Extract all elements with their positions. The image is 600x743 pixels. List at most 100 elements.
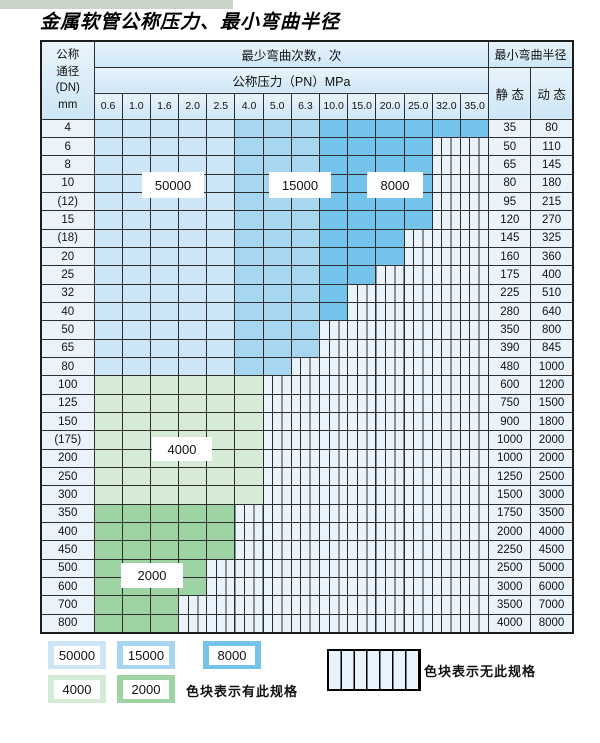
no-spec-cell [459, 356, 490, 377]
scan-edge-strip [0, 0, 233, 9]
spec-cell [318, 301, 349, 322]
spec-cell [262, 283, 292, 303]
spec-cell [290, 301, 321, 322]
dn-label: 25 [40, 265, 95, 285]
spec-cell [93, 246, 123, 267]
no-spec-cell [318, 320, 349, 340]
no-spec-cell [318, 356, 349, 377]
no-spec-cell [431, 136, 461, 157]
no-spec-cell [459, 155, 490, 175]
dn-label: 600 [40, 577, 95, 597]
no-spec-cell [459, 595, 490, 615]
no-spec-cell [262, 540, 292, 560]
no-spec-cell [347, 558, 377, 579]
spec-cell [149, 613, 180, 634]
spec-cell [121, 595, 151, 615]
table-row: 32 225 510 [40, 283, 574, 303]
pressure-col-header: 2.5 [206, 92, 236, 120]
pressure-col-header: 25.0 [403, 92, 433, 120]
no-spec-cell [318, 375, 349, 395]
spec-cell [149, 393, 180, 414]
no-spec-cell [431, 246, 461, 267]
spec-cell [149, 467, 180, 487]
dn-label: 32 [40, 283, 95, 303]
spec-cell [149, 118, 180, 138]
no-spec-cell [318, 613, 349, 634]
spec-cell [234, 191, 264, 212]
no-spec-cell [459, 540, 490, 560]
no-spec-cell [318, 503, 349, 524]
dn-column-header: 公称 通径 (DN) mm [40, 40, 95, 120]
spec-cell [290, 228, 321, 248]
spec-cell [206, 191, 236, 212]
no-spec-cell [403, 283, 433, 303]
spec-cell [178, 118, 208, 138]
no-spec-cell [375, 522, 405, 542]
no-spec-cell [431, 613, 461, 634]
legend-no-spec-swatch [327, 649, 421, 691]
spec-cell [206, 338, 236, 358]
no-spec-cell [234, 503, 264, 524]
spec-cell [149, 320, 180, 340]
dynamic-value: 215 [530, 191, 574, 212]
spec-cell [121, 283, 151, 303]
no-spec-cell [431, 265, 461, 285]
no-spec-cell [290, 430, 321, 450]
table-row: 125 750 1500 [40, 393, 574, 414]
no-spec-cell [290, 595, 321, 615]
no-spec-cell [234, 595, 264, 615]
pressure-header: 公称压力（PN）MPa [93, 66, 490, 94]
static-value: 390 [488, 338, 532, 358]
no-spec-cell [375, 338, 405, 358]
spec-cell [234, 118, 264, 138]
no-spec-cell [403, 540, 433, 560]
spec-cell [318, 210, 349, 230]
spec-cell [149, 485, 180, 505]
spec-cell [290, 283, 321, 303]
no-spec-cell [262, 393, 292, 414]
no-spec-cell [375, 265, 405, 285]
no-spec-cell [459, 430, 490, 450]
spec-cell [149, 522, 180, 542]
spec-cell [178, 485, 208, 505]
spec-cell [290, 338, 321, 358]
spec-cell [262, 118, 292, 138]
dynamic-value: 640 [530, 301, 574, 322]
spec-cell [93, 613, 123, 634]
dynamic-value: 800 [530, 320, 574, 340]
no-spec-cell [262, 375, 292, 395]
no-spec-cell [234, 558, 264, 579]
spec-cell [93, 411, 123, 432]
pressure-col-header: 10.0 [318, 92, 349, 120]
spec-cell [234, 411, 264, 432]
spec-cell [206, 246, 236, 267]
static-value: 50 [488, 136, 532, 157]
spec-cell [403, 118, 433, 138]
dn-label: 300 [40, 485, 95, 505]
no-spec-cell [403, 246, 433, 267]
spec-cell [318, 246, 349, 267]
static-value: 145 [488, 228, 532, 248]
dn-label: 800 [40, 613, 95, 634]
spec-cell [93, 228, 123, 248]
dn-label: 500 [40, 558, 95, 579]
no-spec-cell [431, 228, 461, 248]
no-spec-cell [262, 411, 292, 432]
table-row: 50 350 800 [40, 320, 574, 340]
spec-cell [262, 155, 292, 175]
spec-cell [459, 118, 490, 138]
no-spec-cell [431, 595, 461, 615]
no-spec-cell [431, 283, 461, 303]
min-radius-header: 最小弯曲半径 [488, 40, 574, 68]
table-row: (18) 145 325 [40, 228, 574, 248]
spec-cell [347, 136, 377, 157]
dn-label: 20 [40, 246, 95, 267]
spec-cell [149, 338, 180, 358]
no-spec-cell [347, 503, 377, 524]
spec-cell [234, 246, 264, 267]
no-spec-cell [318, 595, 349, 615]
no-spec-cell [459, 173, 490, 193]
spec-cell [149, 246, 180, 267]
static-value: 225 [488, 283, 532, 303]
no-spec-cell [234, 540, 264, 560]
